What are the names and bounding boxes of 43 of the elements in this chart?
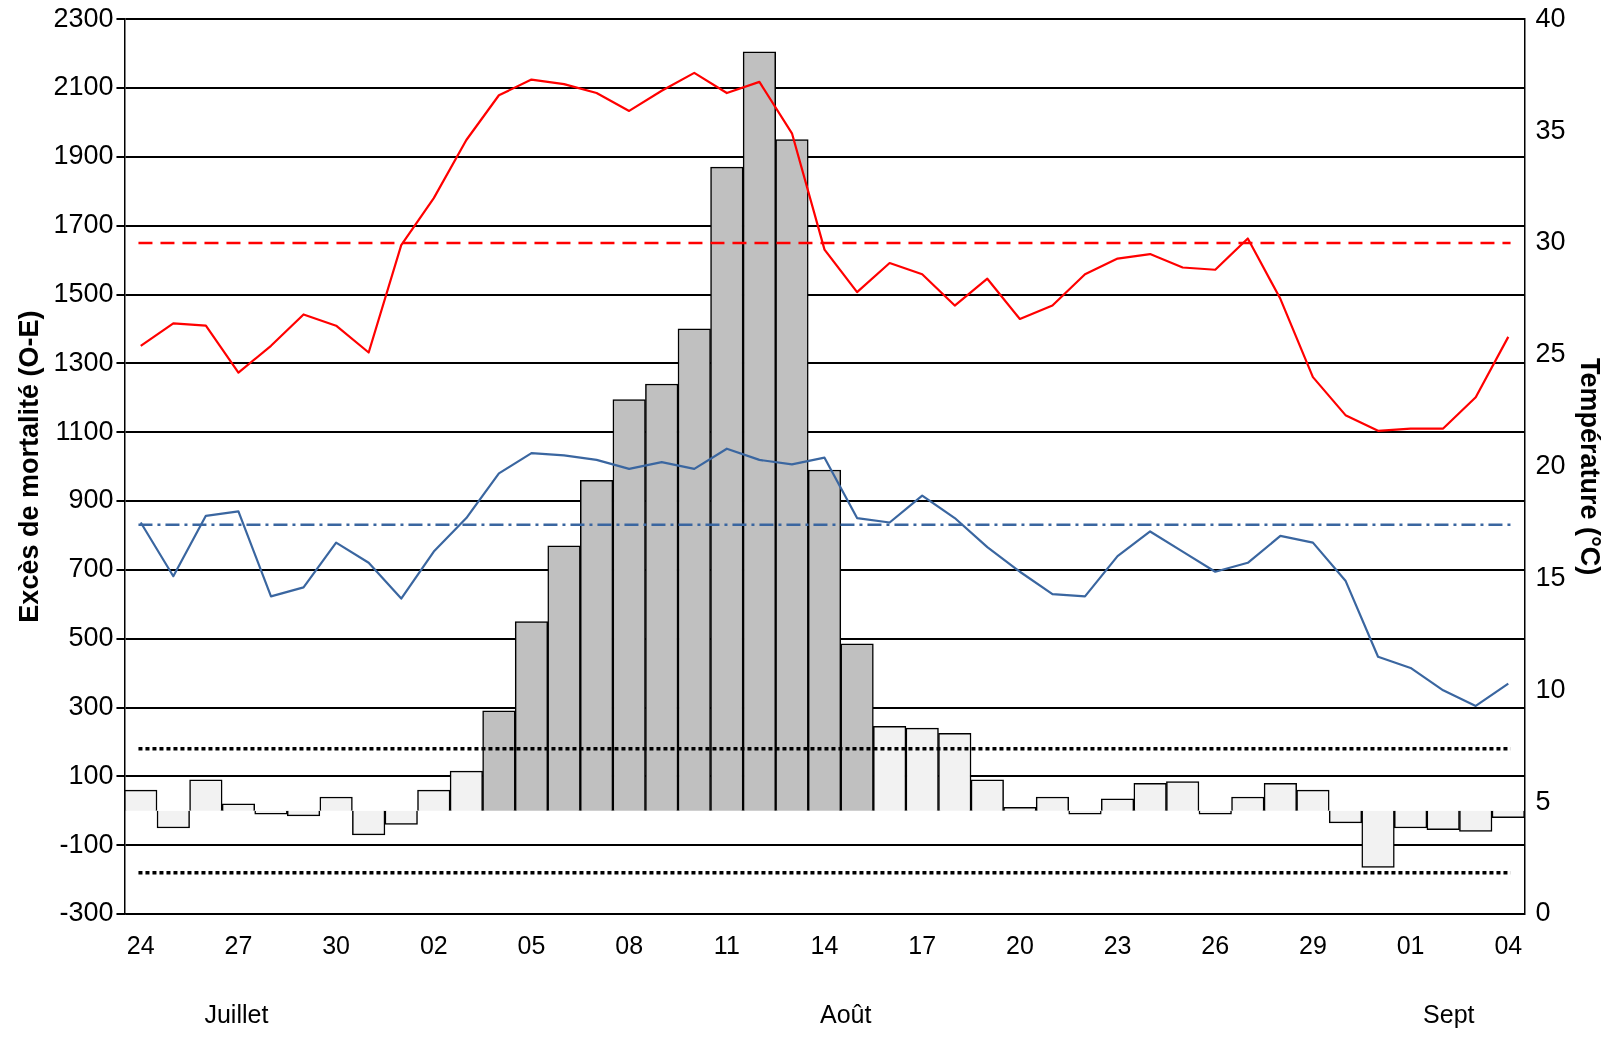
y-tick-label: -100 — [59, 828, 114, 859]
text: Sept — [1423, 1000, 1475, 1029]
y2-tick-label: 15 — [1535, 561, 1566, 592]
y2-tick-label: 25 — [1535, 338, 1566, 369]
x-tick-label: 05 — [517, 930, 546, 959]
text: Juillet — [204, 1000, 269, 1029]
y-tick-label: 2300 — [53, 2, 114, 33]
y-tick-label: 1300 — [53, 346, 114, 377]
y-tick-label: 300 — [68, 690, 114, 721]
x-tick-label: 17 — [908, 930, 937, 959]
y2-tick-label: 0 — [1535, 897, 1551, 928]
x-tick-label: 01 — [1396, 930, 1425, 959]
x-tick-label: 20 — [1005, 930, 1034, 959]
y2-axis-title: Température (°C) — [1575, 357, 1606, 576]
y-tick-label: 100 — [68, 759, 114, 790]
y2-tick-label: 30 — [1535, 226, 1566, 257]
x-tick-label: 26 — [1201, 930, 1230, 959]
x-tick-label: 24 — [126, 930, 155, 959]
y-tick-label: 1900 — [53, 140, 114, 171]
y2-tick-label: 20 — [1535, 450, 1566, 481]
y-tick-label: 500 — [68, 622, 114, 653]
y-tick-label: -300 — [59, 897, 114, 928]
y-tick-label: 1500 — [53, 277, 114, 308]
x-tick-label: 23 — [1103, 930, 1132, 959]
text: Août — [820, 1000, 872, 1029]
x-tick-label: 04 — [1494, 930, 1523, 959]
x-tick-label: 02 — [419, 930, 448, 959]
y2-tick-label: 10 — [1535, 673, 1566, 704]
x-tick-label: 27 — [224, 930, 253, 959]
y-tick-label: 1100 — [55, 415, 114, 446]
y2-tick-label: 40 — [1535, 2, 1566, 33]
x-tick-label: 11 — [713, 930, 740, 959]
y2-tick-label: 5 — [1535, 785, 1551, 816]
y-tick-label: 900 — [68, 484, 114, 515]
y-tick-label: 700 — [68, 553, 114, 584]
x-tick-label: 14 — [810, 930, 839, 959]
x-tick-label: 30 — [322, 930, 351, 959]
y2-tick-label: 35 — [1535, 114, 1566, 145]
x-tick-label: 29 — [1299, 930, 1327, 959]
y-axis-title: Excès de mortalité (O-E) — [13, 310, 44, 623]
y-tick-label: 2100 — [53, 71, 114, 102]
y-tick-label: 1700 — [53, 209, 114, 240]
x-tick-label: 08 — [615, 930, 644, 959]
